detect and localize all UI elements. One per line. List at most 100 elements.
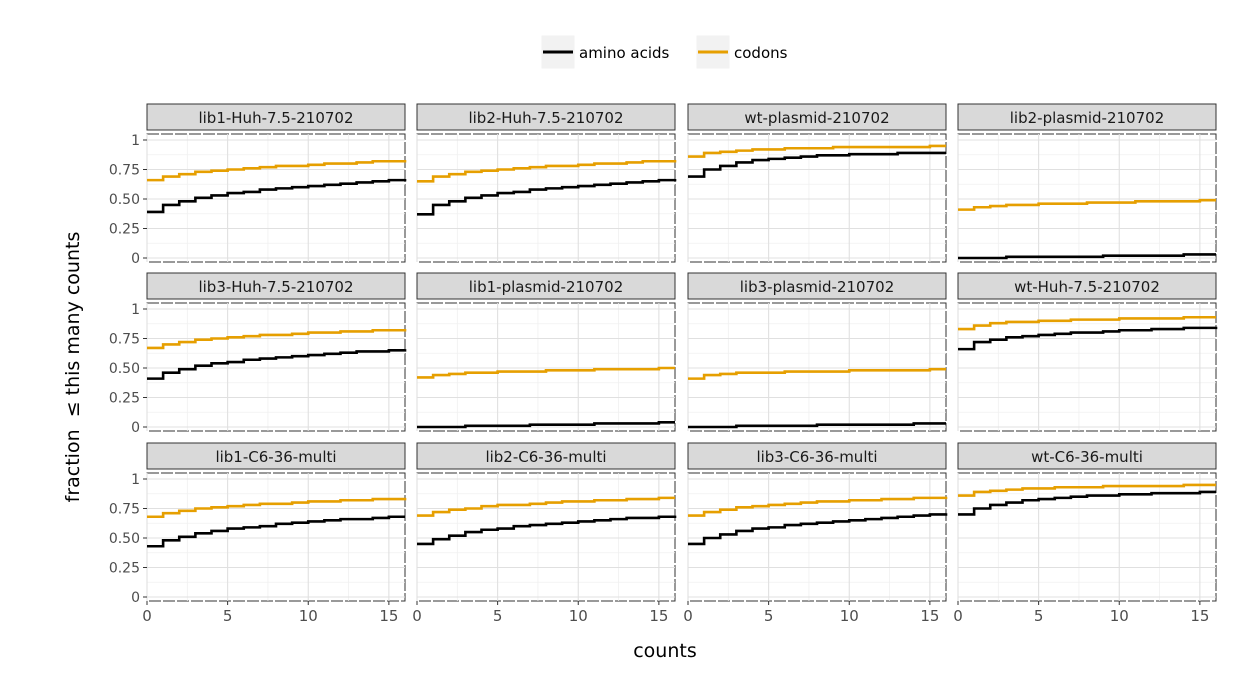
- facet-panel: lib2-plasmid-210702: [957, 103, 1217, 263]
- facet-title: lib3-Huh-7.5-210702: [198, 278, 353, 296]
- amino-acids-step-line: [958, 490, 1216, 516]
- y-tick-label: 0: [131, 251, 140, 267]
- y-tick-label: 0.50: [109, 192, 140, 208]
- facet-strip: [416, 442, 676, 470]
- codons-step-line: [147, 497, 407, 519]
- codons-step-line: [958, 483, 1216, 497]
- codons-step-line: [958, 198, 1216, 211]
- x-tick-label: 5: [493, 607, 503, 625]
- codons-step-line: [688, 367, 946, 380]
- facet-title: lib2-C6-36-multi: [485, 448, 606, 466]
- facet-panels: lib1-Huh-7.5-210702 0 0.25 0.50 0.75 1 lib2-Hu…: [109, 103, 1218, 625]
- panel-border: [957, 133, 1217, 263]
- codons-step-line: [417, 159, 677, 183]
- facet-title: lib1-plasmid-210702: [469, 278, 623, 296]
- amino-acids-step-line: [417, 515, 677, 546]
- x-tick-label: 5: [223, 607, 233, 625]
- x-tick-label: 10: [569, 607, 588, 625]
- y-tick-label: 0.75: [109, 163, 140, 179]
- y-tick-label: 0.25: [109, 391, 140, 407]
- x-tick-label: 10: [1110, 607, 1129, 625]
- facet-title: lib3-plasmid-210702: [740, 278, 894, 296]
- y-tick-label: 0.75: [109, 502, 140, 518]
- panel-border: [146, 133, 406, 263]
- facet-panel: wt-plasmid-210702: [687, 103, 947, 263]
- facet-panel: lib3-Huh-7.5-210702 0 0.25 0.50 0.75 1: [109, 272, 407, 436]
- facet-panel: wt-C6-36-multi 0 5 10 15: [953, 442, 1217, 625]
- amino-acids-step-line: [958, 326, 1218, 351]
- facet-strip: [687, 103, 947, 131]
- codons-step-line: [417, 366, 675, 379]
- codons-step-line: [688, 144, 946, 158]
- x-tick-label: 15: [649, 607, 668, 625]
- amino-acids-step-line: [147, 178, 407, 214]
- y-tick-label: 0: [131, 420, 140, 436]
- facet-panel: lib1-plasmid-210702: [416, 272, 676, 432]
- x-tick-label: 5: [1034, 607, 1044, 625]
- x-tick-label: 0: [412, 607, 422, 625]
- x-tick-label: 10: [840, 607, 859, 625]
- facet-title: lib2-Huh-7.5-210702: [468, 109, 623, 127]
- x-tick-label: 0: [953, 607, 963, 625]
- facet-strip: [957, 103, 1217, 131]
- x-tick-label: 15: [379, 607, 398, 625]
- facet-strip: [687, 272, 947, 300]
- facet-strip: [146, 103, 406, 131]
- x-tick-label: 0: [142, 607, 152, 625]
- codons-step-line: [688, 496, 948, 517]
- legend: amino acids codons: [540, 34, 788, 70]
- facet-strip: [957, 272, 1217, 300]
- facet-strip: [687, 442, 947, 470]
- facet-panel: lib3-plasmid-210702: [687, 272, 947, 432]
- y-tick-label: 0.50: [109, 531, 140, 547]
- y-axis-label: fraction ≤ this many counts: [62, 232, 84, 503]
- facet-title: lib3-C6-36-multi: [756, 448, 877, 466]
- panel-border: [687, 302, 947, 432]
- y-tick-label: 0.25: [109, 561, 140, 577]
- facet-title: wt-plasmid-210702: [744, 109, 889, 127]
- panel-border: [416, 133, 676, 263]
- facet-panel: lib2-Huh-7.5-210702: [416, 103, 677, 263]
- facet-strip: [146, 442, 406, 470]
- codons-step-line: [147, 159, 407, 182]
- legend-label: amino acids: [579, 44, 670, 62]
- facet-title: lib2-plasmid-210702: [1010, 109, 1164, 127]
- amino-acids-step-line: [417, 420, 675, 429]
- y-tick-label: 1: [131, 472, 140, 488]
- x-tick-label: 0: [683, 607, 693, 625]
- panel-border: [687, 472, 947, 602]
- y-tick-label: 0: [131, 590, 140, 606]
- facet-panel: lib2-C6-36-multi 0 5 10 15: [412, 442, 677, 625]
- amino-acids-step-line: [688, 513, 948, 546]
- panel-border: [416, 472, 676, 602]
- facet-panel: lib1-Huh-7.5-210702 0 0.25 0.50 0.75 1: [109, 103, 407, 267]
- facet-strip: [416, 103, 676, 131]
- x-tick-label: 15: [920, 607, 939, 625]
- legend-label: codons: [734, 44, 788, 62]
- facet-panel: lib3-C6-36-multi 0 5 10 15: [683, 442, 948, 625]
- amino-acids-step-line: [147, 349, 407, 380]
- y-tick-label: 0.25: [109, 222, 140, 238]
- codons-step-line: [147, 328, 407, 350]
- x-tick-label: 15: [1190, 607, 1209, 625]
- x-tick-label: 10: [299, 607, 318, 625]
- amino-acids-step-line: [688, 422, 946, 429]
- facet-title: lib1-C6-36-multi: [215, 448, 336, 466]
- facet-panel: wt-Huh-7.5-210702: [957, 272, 1218, 432]
- amino-acids-step-line: [688, 151, 946, 178]
- y-tick-label: 1: [131, 302, 140, 318]
- panel-border: [146, 302, 406, 432]
- y-tick-label: 0.75: [109, 332, 140, 348]
- amino-acids-step-line: [417, 178, 677, 216]
- facet-title: wt-Huh-7.5-210702: [1014, 278, 1160, 296]
- facet-strip: [146, 272, 406, 300]
- y-tick-label: 0.50: [109, 361, 140, 377]
- codons-step-line: [417, 496, 675, 517]
- y-tick-label: 1: [131, 133, 140, 149]
- facet-strip: [957, 442, 1217, 470]
- facet-title: lib1-Huh-7.5-210702: [198, 109, 353, 127]
- codons-step-line: [958, 315, 1216, 331]
- x-axis-label: counts: [633, 640, 697, 662]
